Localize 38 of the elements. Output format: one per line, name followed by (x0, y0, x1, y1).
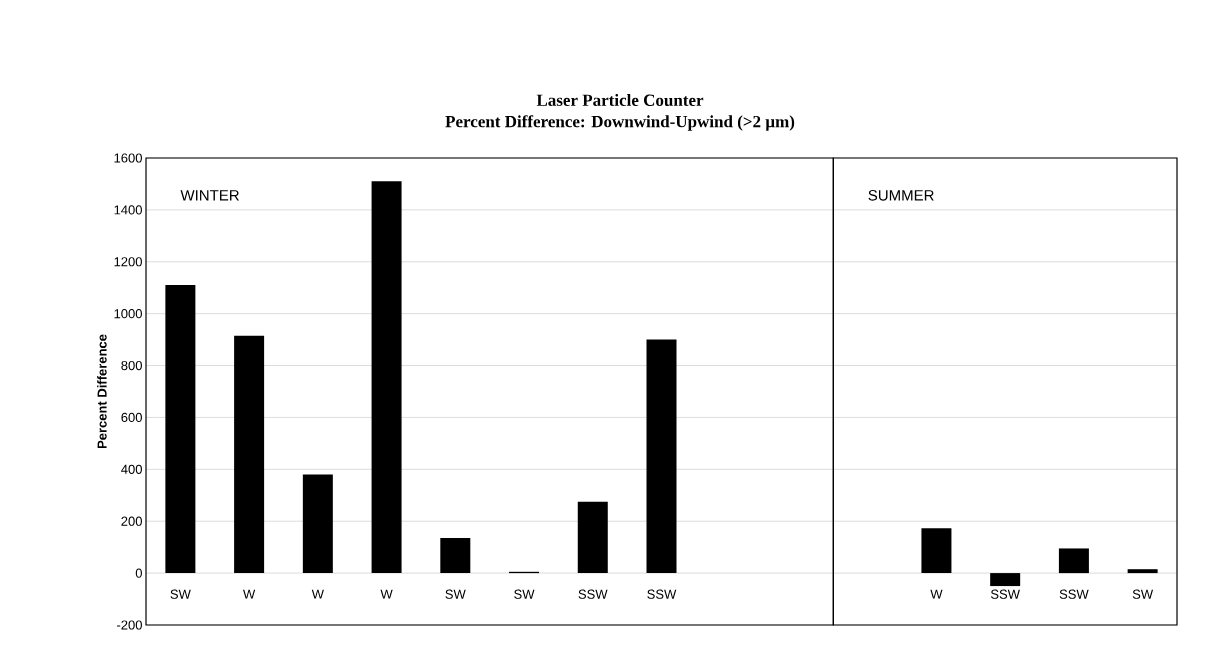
bar (990, 573, 1021, 587)
y-tick-label: 0 (135, 568, 142, 578)
y-tick-label: 1400 (114, 205, 142, 215)
x-tick-label: SW (170, 589, 191, 599)
y-tick-label: 1600 (114, 153, 142, 163)
x-tick-label: SSW (647, 589, 677, 599)
bar (577, 501, 608, 574)
y-axis-title: Percent Difference (97, 334, 107, 449)
y-tick-label: 1200 (114, 257, 142, 267)
x-tick-label: W (243, 589, 256, 599)
x-tick-label: SSW (1059, 589, 1089, 599)
bar (440, 538, 471, 574)
y-tick-label: -200 (117, 620, 142, 630)
x-tick-label: SSW (990, 589, 1020, 599)
x-tick-label: SW (514, 589, 535, 599)
bar (165, 285, 196, 574)
bar (234, 335, 265, 574)
y-tick-label: 1000 (114, 309, 142, 319)
chart-subtitle: Percent Difference: Downwind-Upwind (>2 µm) (445, 115, 795, 131)
x-tick-label: W (380, 589, 393, 599)
annotation: SUMMER (868, 190, 934, 201)
x-tick-label: W (930, 589, 943, 599)
y-tick-label: 800 (121, 360, 142, 371)
y-tick-label: 400 (121, 464, 142, 474)
bar (921, 528, 952, 574)
x-tick-label: SW (445, 589, 466, 599)
chart-title: Laser Particle Counter (536, 93, 704, 106)
y-tick-label: 600 (121, 412, 142, 423)
annotation: WINTER (180, 190, 239, 201)
bar (1127, 569, 1158, 574)
y-tick-label: 200 (121, 516, 142, 526)
bar (371, 181, 402, 574)
x-tick-label: W (311, 589, 324, 599)
x-tick-label: SSW (578, 589, 608, 599)
x-tick-label: SW (1132, 589, 1154, 599)
bar (1058, 548, 1089, 574)
bar (646, 339, 677, 574)
bar (302, 474, 333, 574)
